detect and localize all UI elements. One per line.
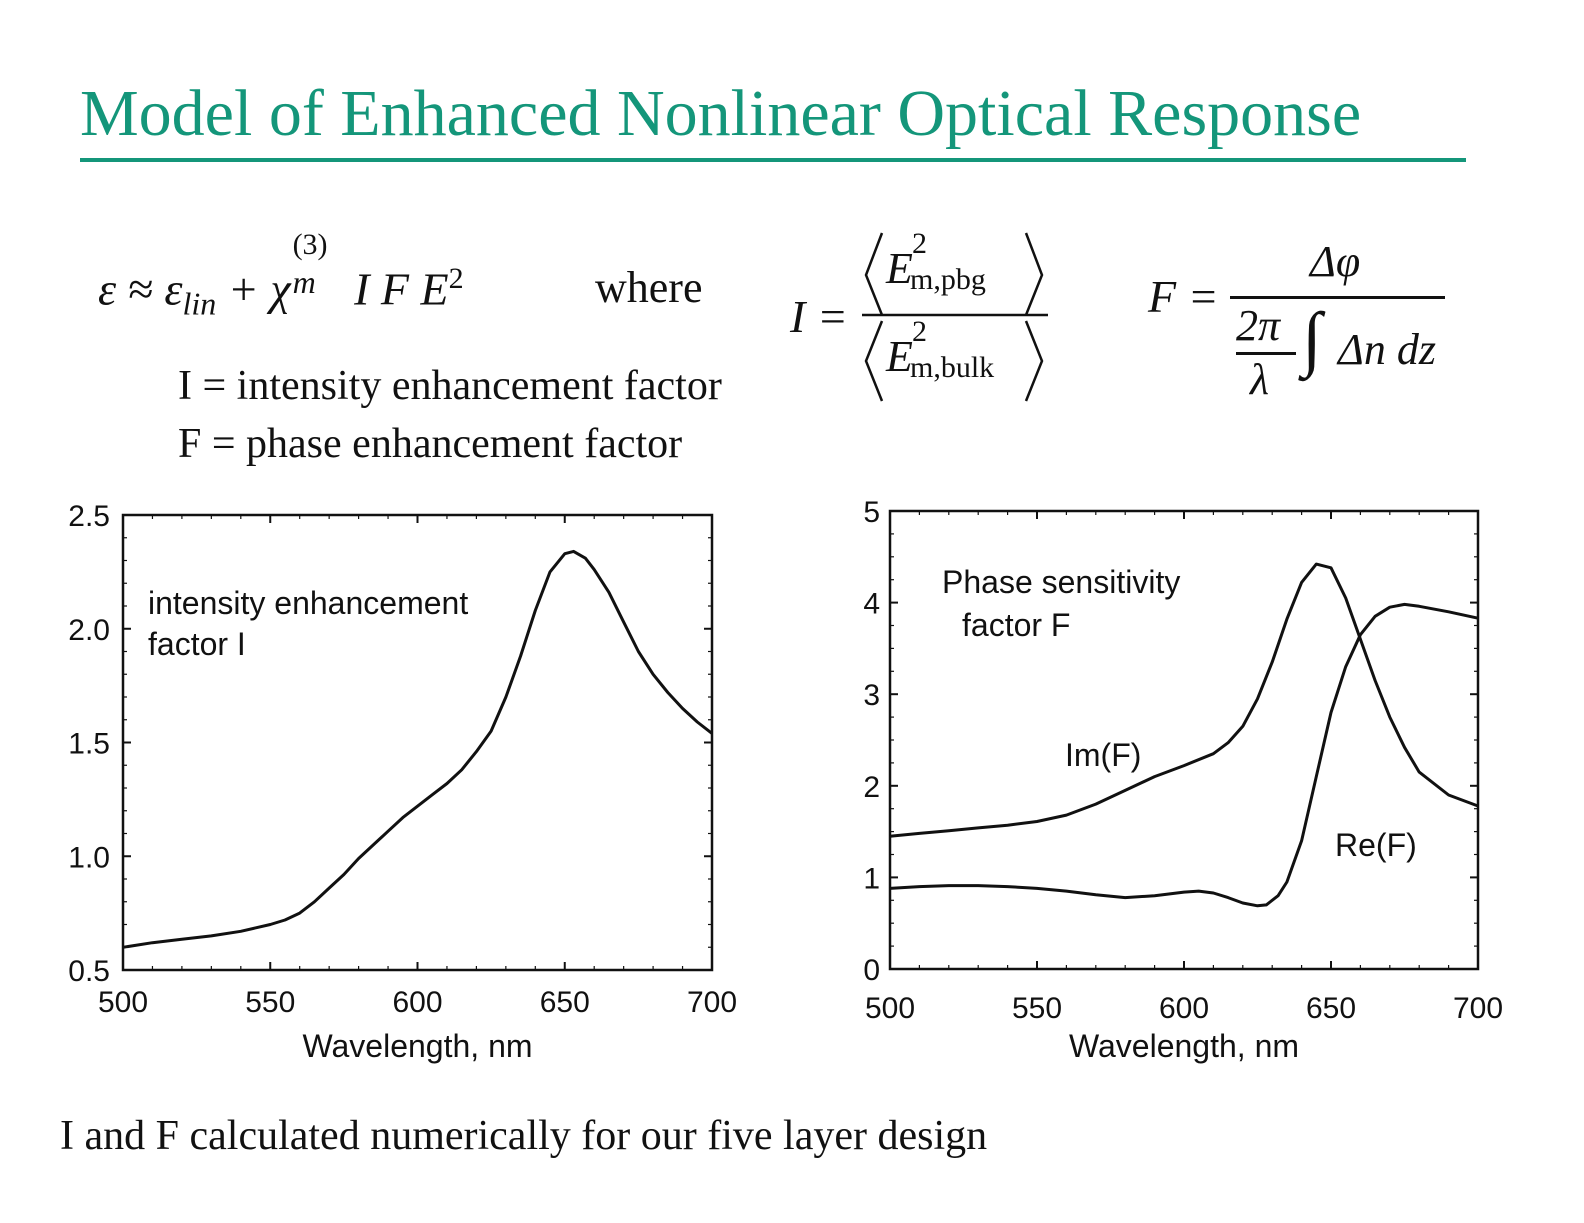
- f-small-bar: [1236, 352, 1296, 355]
- y-tick-label: 5: [863, 496, 880, 529]
- x-tick-label: 600: [1159, 992, 1209, 1025]
- epsilon-lin-sub: lin: [182, 285, 217, 322]
- x-tick-label: 550: [1012, 992, 1062, 1025]
- chart-annotation-line2: factor F: [962, 607, 1070, 643]
- f-equation-lhs: F =: [1148, 271, 1219, 322]
- f-definition: F = phase enhancement factor: [178, 421, 683, 467]
- chi-term: + χ: [216, 263, 291, 315]
- x-tick-label: 650: [540, 986, 590, 1019]
- f-lambda: λ: [1250, 355, 1270, 404]
- x-tick-label: 550: [245, 986, 295, 1019]
- x-axis-label: Wavelength, nm: [302, 1028, 532, 1064]
- f-integral-sign: ∫: [1302, 298, 1322, 378]
- i-den-e: E: [886, 332, 913, 381]
- chi-sub: m: [292, 264, 316, 301]
- y-tick-label: 0: [863, 954, 880, 987]
- title-underline: [80, 158, 1466, 162]
- x-tick-label: 500: [98, 986, 148, 1019]
- where-label: where: [595, 263, 703, 312]
- i-num-e: E: [886, 244, 913, 293]
- epsilon-equation: ε ≈ εlin + χ (3) m I F E2: [98, 228, 464, 323]
- footer-caption: I and F calculated numerically for our f…: [60, 1113, 988, 1159]
- y-tick-label: 1.5: [68, 728, 110, 761]
- i-den-sub: m,bulk: [910, 351, 995, 384]
- y-tick-label: 2: [863, 771, 880, 804]
- y-tick-label: 0.5: [68, 955, 110, 988]
- series-label: Im(F): [1065, 737, 1141, 773]
- chart-annotation-line2: factor I: [148, 626, 246, 662]
- f-numerator: Δφ: [1310, 237, 1361, 286]
- i-equation-lhs: I =: [790, 291, 848, 342]
- f-integrand: Δn dz: [1338, 325, 1436, 374]
- x-tick-label: 700: [1453, 992, 1503, 1025]
- y-tick-label: 4: [863, 588, 880, 621]
- series-line-ref: [889, 602, 1479, 908]
- series-label: Re(F): [1335, 827, 1417, 863]
- y-tick-label: 2.5: [68, 500, 110, 533]
- series-line-intensity: [122, 549, 713, 949]
- chart-annotation-line1: Phase sensitivity: [942, 564, 1180, 600]
- epsilon-lhs: ε ≈ ε: [98, 263, 183, 315]
- chi-sup: (3): [292, 228, 328, 262]
- epsilon-tail-sup: 2: [448, 262, 464, 295]
- x-tick-label: 650: [1306, 992, 1356, 1025]
- y-tick-label: 2.0: [68, 614, 110, 647]
- y-tick-label: 1.0: [68, 841, 110, 874]
- i-definition: I = intensity enhancement factor: [178, 363, 722, 409]
- i-num-sup: 2: [912, 227, 927, 260]
- i-den-sup: 2: [912, 315, 927, 348]
- y-tick-label: 1: [863, 862, 880, 895]
- f-fraction-bar: [1230, 296, 1445, 299]
- f-equation-fraction: Δφ 2π λ ∫ Δn dz: [1228, 236, 1448, 406]
- i-num-sub: m,pbg: [910, 263, 986, 296]
- epsilon-tail: I F E: [342, 263, 449, 315]
- plot-frame-1: [121, 513, 714, 972]
- x-tick-label: 700: [687, 986, 737, 1019]
- i-equation-fraction: E 2 m,pbg E 2 m,bulk: [862, 225, 1050, 405]
- x-tick-label: 600: [392, 986, 442, 1019]
- x-axis-label: Wavelength, nm: [1069, 1028, 1299, 1064]
- chart-annotation-line1: intensity enhancement: [148, 585, 468, 621]
- angle-brackets: [862, 232, 1048, 402]
- y-tick-label: 3: [863, 679, 880, 712]
- series-line-imf: [889, 562, 1479, 838]
- f-two-pi: 2π: [1236, 301, 1281, 350]
- x-tick-label: 500: [865, 992, 915, 1025]
- page-title: Model of Enhanced Nonlinear Optical Resp…: [80, 77, 1362, 150]
